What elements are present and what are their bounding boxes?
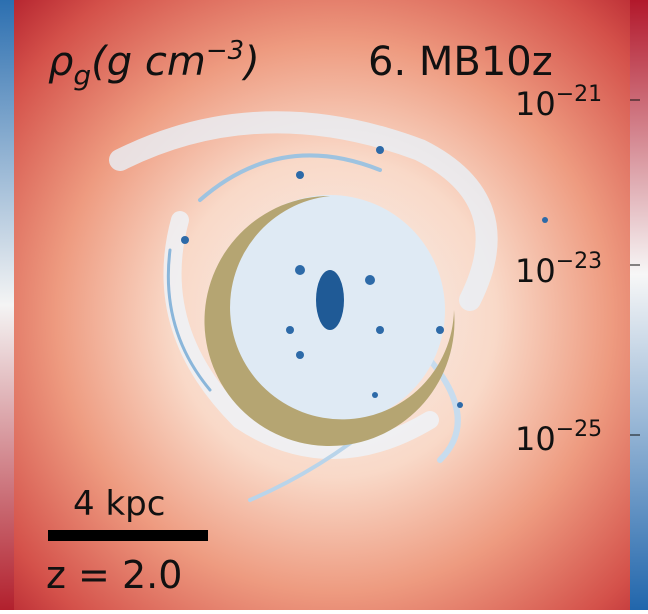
text-part: −23 bbox=[556, 249, 602, 274]
symbol: ρ bbox=[48, 39, 73, 85]
simulation-panel: ρg(g cm−3) 6. MB10z 10−21 10−23 10−25 4 … bbox=[0, 0, 648, 610]
text-part: 10 bbox=[515, 420, 556, 458]
unit: (g cm bbox=[91, 39, 206, 85]
redshift-label: z = 2.0 bbox=[46, 553, 182, 597]
scale-label: 4 kpc bbox=[73, 484, 165, 524]
text-part: −25 bbox=[556, 417, 602, 442]
subscript: g bbox=[73, 59, 91, 92]
left-strip bbox=[0, 0, 14, 610]
text-part: 10 bbox=[515, 252, 556, 290]
run-label: 6. MB10z bbox=[368, 39, 553, 85]
text-part: −21 bbox=[556, 82, 602, 107]
colorbar bbox=[630, 0, 648, 610]
exponent: −3 bbox=[206, 36, 244, 66]
scale-bar bbox=[48, 530, 208, 541]
close: ) bbox=[241, 39, 260, 85]
text-part: 10 bbox=[515, 85, 556, 123]
